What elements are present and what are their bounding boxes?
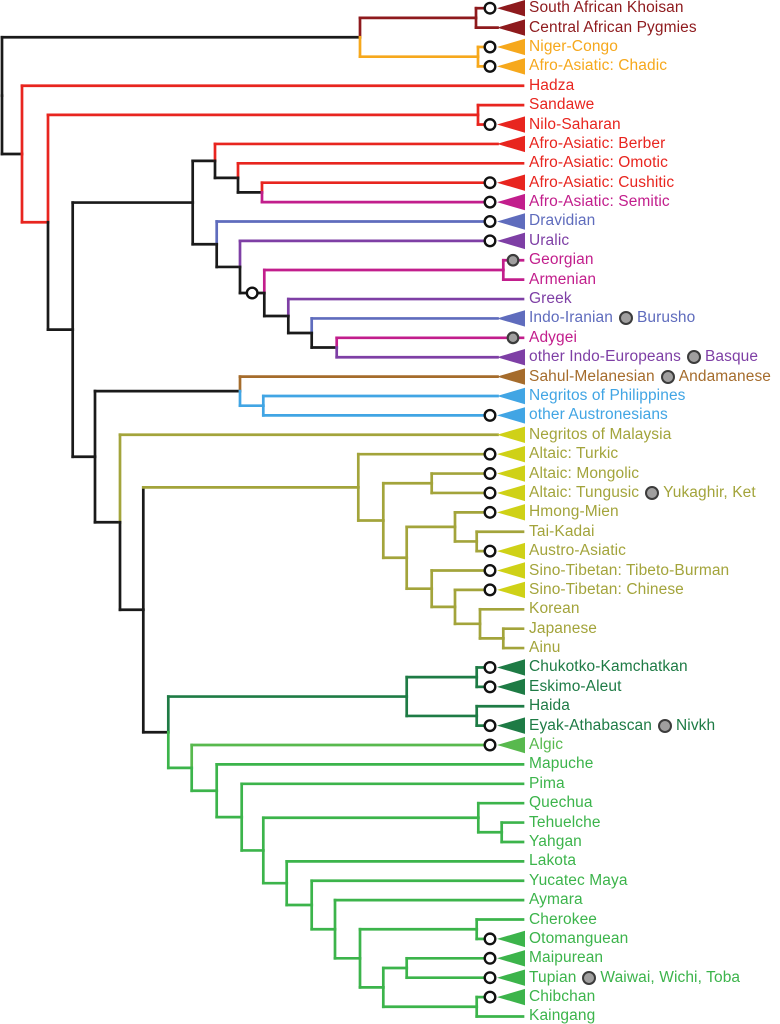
internal-node-circle [245,286,259,300]
clade-support-circle [483,738,497,752]
clade-support-circle [483,486,497,500]
collapsed-clade-triangle [497,988,525,1006]
collapsed-clade-triangle [497,116,525,133]
collapsed-clade-triangle [497,38,525,56]
clade-support-circle [483,195,497,209]
collapsed-clade-triangle [497,717,525,734]
clade-support-circle [483,467,497,481]
collapsed-clade-triangle [497,445,525,463]
collapsed-clade-triangle [497,426,525,443]
collapsed-clade-triangle [497,504,525,521]
clade-support-circle [483,951,497,965]
clade-support-circle [483,408,497,422]
collapsed-clade-triangle [497,19,525,36]
clade-support-circle [483,234,497,248]
collapsed-clade-triangle [497,581,525,599]
clade-support-circle [483,680,497,694]
clade-support-circle [483,59,497,73]
collapsed-clade-triangle [497,678,525,696]
clade-support-circle [483,214,497,228]
clade-support-circle [483,719,497,733]
clade-support-circle [483,932,497,946]
added-population-circle [506,331,520,345]
collapsed-clade-triangle [497,465,525,482]
collapsed-clade-triangle [497,950,525,967]
collapsed-clade-triangle [497,542,525,560]
collapsed-clade-triangle [497,349,525,366]
collapsed-clade-triangle [497,368,525,385]
clade-support-circle [483,544,497,558]
collapsed-clade-triangle [497,0,525,17]
collapsed-clade-triangle [497,969,525,986]
collapsed-clade-triangle [497,310,525,327]
clade-support-circle [483,583,497,597]
collapsed-clade-triangle [497,193,525,211]
clade-support-circle [483,660,497,674]
collapsed-clade-triangle [497,562,525,579]
clade-support-circle [483,176,497,190]
added-population-circle [506,253,520,267]
collapsed-clade-triangle [497,387,525,405]
collapsed-clade-triangle [497,659,525,676]
collapsed-clade-triangle [497,135,525,153]
clade-support-circle [483,505,497,519]
clade-support-circle [483,447,497,461]
clade-support-circle [483,564,497,578]
clade-support-circle [483,990,497,1004]
collapsed-clade-triangle [497,232,525,250]
clade-support-circle [483,1,497,15]
collapsed-clade-triangle [497,736,525,754]
clade-support-circle [483,118,497,132]
collapsed-clade-triangle [497,484,525,502]
clade-support-circle [483,971,497,985]
collapsed-clade-triangle [497,58,525,75]
collapsed-clade-triangle [497,407,525,424]
collapsed-clade-triangle [497,174,525,191]
collapsed-clade-triangle [497,930,525,948]
collapsed-clade-triangle [497,213,525,230]
clade-support-circle [483,40,497,54]
